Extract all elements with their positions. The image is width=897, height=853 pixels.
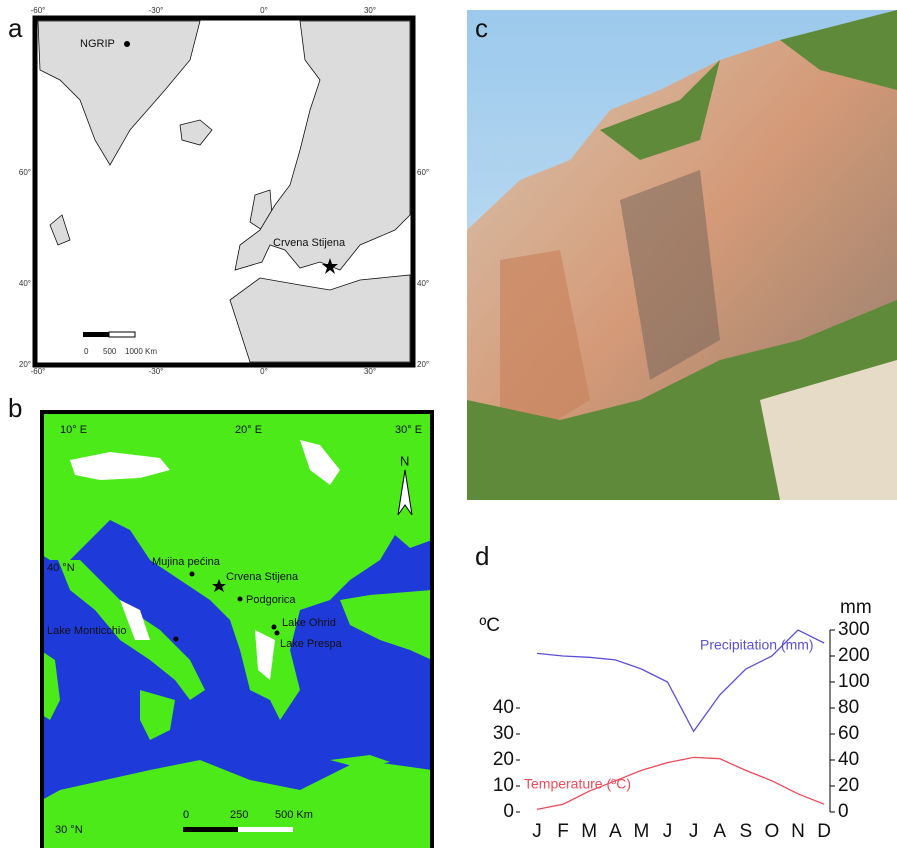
- place-label: Lake Ohrid: [282, 617, 336, 629]
- y-tick-label: 0: [503, 801, 514, 822]
- body: {"panels": { "a": {"label": "a", "ngrip"…: [0, 0, 897, 848]
- lon-tick: 30°: [364, 6, 376, 15]
- scale-label: 250: [230, 809, 248, 821]
- y2-tick-label: 200: [838, 645, 870, 666]
- y2-tick-label: 20: [838, 775, 859, 796]
- place-label: Podgorica: [246, 594, 296, 606]
- lat-tick: 40°: [417, 279, 429, 288]
- y2-tick-label: 300: [838, 619, 870, 640]
- panel-label: d: [475, 541, 489, 571]
- map-label: NGRIP: [80, 38, 115, 50]
- x-tick-label: S: [739, 821, 752, 842]
- scale-label: 0: [84, 347, 89, 356]
- y2-axis-label: mm: [840, 597, 872, 618]
- y2-tick-label: 40: [838, 749, 859, 770]
- scale-label: 0: [183, 809, 189, 821]
- x-tick-label: A: [609, 821, 622, 842]
- lon-tick: -60°: [31, 367, 46, 376]
- panel-label: b: [8, 393, 22, 423]
- scale-label: 500 Km: [275, 809, 313, 821]
- x-tick-label: J: [663, 821, 673, 842]
- site-dot: [124, 41, 130, 47]
- y2-tick-label: 0: [838, 801, 849, 822]
- site-dot: [190, 572, 195, 577]
- lon-tick: 10° E: [60, 424, 87, 436]
- north-label: N: [400, 453, 409, 468]
- y-axis-label: ºC: [479, 615, 500, 636]
- page: body { margin: 0; width: 897px; height: …: [0, 0, 897, 848]
- panel-label: a: [8, 13, 23, 43]
- lon-tick: 20° E: [235, 424, 262, 436]
- lat-tick: 30 °N: [55, 824, 83, 836]
- lon-tick: -30°: [149, 6, 164, 15]
- panel-label: c: [475, 13, 488, 43]
- scale-bar: [109, 332, 135, 337]
- site-dot: [174, 637, 179, 642]
- x-tick-label: M: [581, 821, 597, 842]
- lon-tick: 0°: [260, 367, 268, 376]
- x-tick-label: J: [532, 821, 542, 842]
- x-tick-label: M: [633, 821, 649, 842]
- lat-tick: 60°: [417, 168, 429, 177]
- place-label: Lake Monticchio: [47, 625, 127, 637]
- y-tick-label: 30: [493, 723, 514, 744]
- series-label: Temperature (ºC): [524, 776, 631, 792]
- scale-bar: [238, 827, 293, 832]
- lon-tick: -30°: [149, 367, 164, 376]
- y2-tick-label: 80: [838, 697, 859, 718]
- figure: a NGRIP Crvena Stijena 0 500 1000 Km -60…: [0, 0, 897, 848]
- x-tick-label: F: [557, 821, 569, 842]
- lat-tick: 60°: [19, 168, 31, 177]
- site-dot: [275, 631, 280, 636]
- scale-label: 500: [103, 347, 117, 356]
- lon-tick: -60°: [31, 6, 46, 15]
- series-label: Precipitation (mm): [700, 637, 814, 653]
- lat-tick: 40 °N: [47, 562, 75, 574]
- x-tick-label: D: [817, 821, 831, 842]
- y-tick-label: 40: [493, 697, 514, 718]
- lon-tick: 30° E: [395, 424, 422, 436]
- scale-bar: [83, 332, 109, 337]
- y-tick-label: 10: [493, 775, 514, 796]
- place-label: Mujina pećina: [152, 556, 221, 568]
- map-label: Crvena Stijena: [273, 237, 346, 249]
- site-dot: [272, 625, 277, 630]
- y-tick-label: 20: [493, 749, 514, 770]
- x-tick-label: O: [765, 821, 780, 842]
- site-dot: [238, 597, 243, 602]
- x-tick-label: N: [791, 821, 805, 842]
- y2-tick-label: 100: [838, 671, 870, 692]
- lat-tick: 20°: [417, 360, 429, 369]
- place-label: Crvena Stijena: [226, 571, 299, 583]
- scale-label: 1000 Km: [125, 347, 157, 356]
- x-tick-label: A: [713, 821, 726, 842]
- lat-tick: 40°: [19, 279, 31, 288]
- scale-bar: [183, 827, 238, 832]
- x-tick-label: J: [689, 821, 699, 842]
- lon-tick: 30°: [364, 367, 376, 376]
- lat-tick: 20°: [19, 360, 31, 369]
- lon-tick: 0°: [260, 6, 268, 15]
- y2-tick-label: 60: [838, 723, 859, 744]
- place-label: Lake Prespa: [280, 638, 343, 650]
